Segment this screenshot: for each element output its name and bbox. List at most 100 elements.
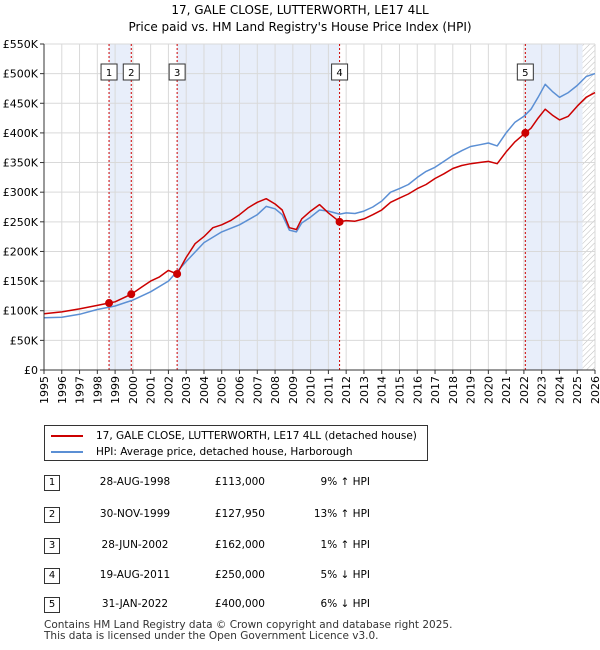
x-tick-label: 2003 — [180, 376, 193, 404]
row-hpi-diff: 1% ↑ HPI — [320, 539, 370, 551]
x-tick-label: 2004 — [198, 376, 211, 404]
legend: 17, GALE CLOSE, LUTTERWORTH, LE17 4LL (d… — [44, 425, 428, 461]
footer-licence: This data is licensed under the Open Gov… — [44, 630, 379, 642]
legend-label-hpi: HPI: Average price, detached house, Harb… — [96, 446, 353, 458]
y-tick-label: £100K — [3, 305, 39, 318]
y-tick-label: £250K — [3, 216, 39, 229]
transaction-box-2 — [122, 63, 140, 81]
sale-point-5 — [521, 128, 530, 137]
y-tick-label: £400K — [3, 127, 39, 140]
x-tick-label: 2015 — [393, 376, 406, 404]
row-date: 28-JUN-2002 — [101, 539, 169, 551]
x-tick-label: 1995 — [38, 376, 51, 404]
price-chart: 1 2 3 4 5 £0 £50K £100K £150K £200K £250K £300K £35… — [3, 38, 600, 404]
y-tick-label: £50K — [10, 334, 39, 347]
legend-swatch-hpi — [51, 451, 83, 453]
shaded-range — [525, 44, 583, 370]
x-tick-label: 2011 — [322, 376, 335, 404]
y-tick-label: £350K — [3, 157, 39, 170]
x-tick-label: 2026 — [589, 376, 600, 404]
x-tick-label: 2024 — [553, 376, 566, 404]
y-tick-label: £550K — [3, 38, 39, 51]
row-price: £250,000 — [214, 569, 265, 581]
transaction-box-label-5: 5 — [522, 68, 528, 79]
x-tick-label: 1997 — [74, 376, 87, 404]
x-tick-label: 1998 — [91, 376, 104, 404]
row-date: 19-AUG-2011 — [99, 569, 171, 581]
y-tick-label: £300K — [3, 186, 39, 199]
row-date: 28-AUG-1998 — [99, 476, 171, 488]
hatched-region — [582, 44, 595, 370]
legend-label-property: 17, GALE CLOSE, LUTTERWORTH, LE17 4LL (d… — [96, 430, 417, 442]
x-tick-label: 2014 — [376, 376, 389, 404]
transaction-box-label-4: 4 — [336, 68, 342, 79]
x-tick-label: 2005 — [216, 376, 229, 404]
legend-swatch-property — [51, 435, 83, 437]
row-number-badge: 2 — [44, 507, 60, 523]
row-number-badge: 1 — [44, 475, 60, 491]
x-tick-label: 2007 — [251, 376, 264, 404]
x-tick-label: 2013 — [358, 376, 371, 404]
transaction-box-4 — [331, 63, 349, 81]
y-tick-label: £0 — [24, 364, 38, 377]
row-number-badge: 4 — [44, 568, 60, 584]
x-tick-label: 2017 — [429, 376, 442, 404]
x-tick-label: 2023 — [536, 376, 549, 404]
x-tick-label: 2019 — [465, 376, 478, 404]
row-number-badge: 5 — [44, 597, 60, 613]
row-hpi-diff: 6% ↓ HPI — [320, 598, 370, 610]
x-tick-label: 2001 — [145, 376, 158, 404]
x-tick-label: 2018 — [447, 376, 460, 404]
title-line-2: Price paid vs. HM Land Registry's House … — [128, 20, 472, 34]
transaction-box-label-3: 3 — [174, 68, 180, 79]
table-row: 1 28-AUG-1998 £113,000 9% ↑ HPI — [0, 473, 600, 495]
series-line-hpi — [43, 72, 596, 319]
table-row: 4 19-AUG-2011 £250,000 5% ↓ HPI — [0, 566, 600, 588]
row-price: £400,000 — [214, 598, 265, 610]
row-price: £113,000 — [214, 476, 265, 488]
row-price: £127,950 — [214, 508, 265, 520]
row-hpi-diff: 13% ↑ HPI — [313, 508, 370, 520]
table-row: 2 30-NOV-1999 £127,950 13% ↑ HPI — [0, 505, 600, 527]
x-tick-label: 2020 — [482, 376, 495, 404]
x-tick-label: 2016 — [411, 376, 424, 404]
row-date: 31-JAN-2022 — [101, 598, 169, 610]
y-tick-label: £200K — [3, 245, 39, 258]
x-tick-label: 2022 — [518, 376, 531, 404]
row-price: £162,000 — [214, 539, 265, 551]
y-tick-label: £150K — [3, 275, 39, 288]
transaction-box-1 — [100, 63, 118, 81]
row-hpi-diff: 5% ↓ HPI — [320, 569, 370, 581]
sale-point-3 — [173, 269, 182, 278]
x-tick-label: 2012 — [340, 376, 353, 404]
x-tick-label: 2006 — [234, 376, 247, 404]
y-tick-label: £500K — [3, 68, 39, 81]
transaction-box-label-2: 2 — [128, 68, 134, 79]
transaction-box-3 — [168, 63, 186, 81]
sale-point-1 — [105, 299, 114, 308]
x-tick-label: 2002 — [162, 376, 175, 404]
x-tick-label: 1996 — [56, 376, 69, 404]
row-hpi-diff: 9% ↑ HPI — [320, 476, 370, 488]
transaction-box-label-1: 1 — [106, 68, 112, 79]
x-tick-label: 2010 — [305, 376, 318, 404]
footer: Contains HM Land Registry data © Crown c… — [44, 620, 452, 642]
x-tick-label: 2008 — [269, 376, 282, 404]
row-date: 30-NOV-1999 — [99, 508, 171, 520]
table-row: 3 28-JUN-2002 £162,000 1% ↑ HPI — [0, 536, 600, 558]
chart-title: 17, GALE CLOSE, LUTTERWORTH, LE17 4LL Pr… — [0, 2, 600, 36]
table-row: 5 31-JAN-2022 £400,000 6% ↓ HPI — [0, 595, 600, 617]
row-number-badge: 3 — [44, 538, 60, 554]
transaction-box-5 — [516, 63, 534, 81]
x-tick-label: 2009 — [287, 376, 300, 404]
sale-point-2 — [127, 290, 136, 299]
x-tick-label: 1999 — [109, 376, 122, 404]
footer-copyright: Contains HM Land Registry data © Crown c… — [44, 619, 453, 631]
x-tick-label: 2021 — [500, 376, 513, 404]
x-tick-label: 2025 — [571, 376, 584, 404]
y-tick-label: £450K — [3, 97, 39, 110]
x-tick-label: 2000 — [127, 376, 140, 404]
title-line-1: 17, GALE CLOSE, LUTTERWORTH, LE17 4LL — [171, 3, 429, 17]
sale-point-4 — [335, 217, 344, 226]
shaded-range — [109, 44, 132, 370]
